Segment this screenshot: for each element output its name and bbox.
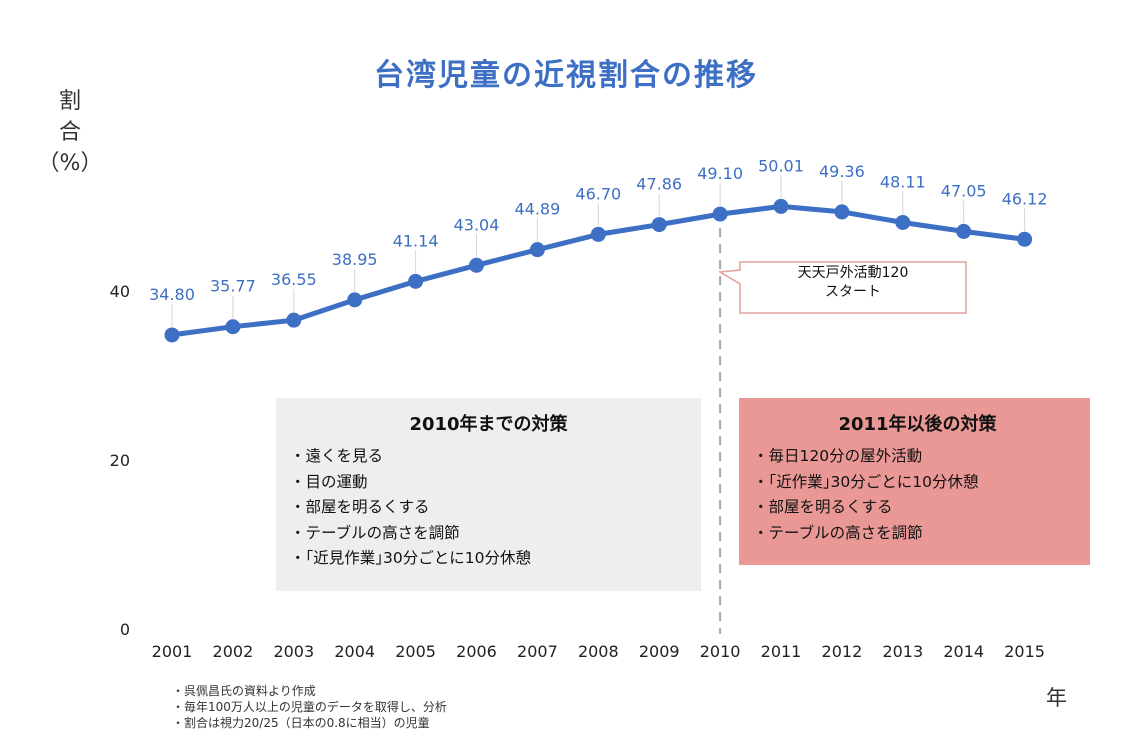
y-axis-label-part: 割 [58, 89, 81, 114]
data-label: 34.80 [149, 285, 195, 304]
data-label: 50.01 [758, 156, 804, 175]
callout-annotation: 天天戸外活動120 スタート [740, 264, 966, 302]
data-label: 38.95 [332, 250, 378, 269]
data-point [956, 223, 972, 239]
x-tick-label: 2009 [639, 642, 680, 661]
data-point [895, 214, 911, 230]
data-label: 44.89 [514, 200, 560, 219]
x-tick-label: 2005 [395, 642, 436, 661]
measures-before-title: 2010年までの対策 [409, 414, 568, 435]
measures-after-panel: 2011年以後の対策 ・毎日120分の屋外活動 ・｢近作業｣30分ごとに10分休… [739, 398, 1090, 565]
data-point [1017, 231, 1033, 247]
callout-box [717, 261, 967, 314]
x-tick-label: 2007 [517, 642, 558, 661]
data-label: 48.11 [880, 172, 926, 191]
data-point [712, 206, 728, 222]
data-label: 49.10 [697, 164, 743, 183]
data-label: 46.70 [575, 184, 621, 203]
data-point [469, 257, 484, 273]
x-axis-label: 年 [1046, 686, 1067, 710]
measures-after-item: ・部屋を明るくする [753, 498, 893, 516]
x-tick-label: 2001 [152, 642, 193, 661]
data-point [408, 273, 424, 289]
measures-after-title: 2011年以後の対策 [838, 414, 997, 435]
measures-after-item: ・毎日120分の屋外活動 [753, 447, 923, 465]
chart-title: 台湾児童の近視割合の推移 [374, 58, 758, 93]
callout-line: スタート [825, 284, 881, 300]
x-tick-label: 2011 [761, 642, 802, 661]
y-axis-label-part: 合 [58, 120, 81, 145]
measures-before-item: ・部屋を明るくする [290, 498, 430, 516]
x-tick-label: 2010 [700, 642, 741, 661]
x-tick-label: 2003 [273, 642, 314, 661]
measures-before-item: ・テーブルの高さを調節 [290, 523, 460, 542]
source-notes: ・呉佩昌氏の資料より作成 ・毎年100万人以上の児童のデータを取得し、分析 ・割… [172, 683, 447, 731]
data-label: 35.77 [210, 277, 256, 296]
data-point [286, 312, 302, 328]
measures-before-item: ・遠くを見る [290, 447, 384, 465]
measures-before-panel: 2010年までの対策 ・遠くを見る ・目の運動 ・部屋を明るくする ・テーブルの… [276, 398, 701, 591]
y-tick-label: 0 [120, 620, 130, 639]
x-tick-label: 2002 [213, 642, 254, 661]
data-point [773, 198, 789, 214]
data-label: 47.05 [941, 181, 987, 200]
data-point [347, 292, 363, 308]
x-tick-label: 2015 [1004, 642, 1045, 661]
y-tick-label: 40 [110, 282, 130, 301]
data-point [164, 327, 180, 343]
x-tick-label: 2014 [943, 642, 984, 661]
data-point [651, 217, 667, 233]
data-label: 46.12 [1002, 189, 1048, 208]
measures-before-item: ・目の運動 [290, 472, 368, 491]
y-axis-label: 割 合 （%） [30, 86, 110, 179]
data-point [529, 242, 545, 258]
data-label: 41.14 [393, 231, 439, 250]
data-point [225, 319, 241, 335]
source-note: ・割合は視力20/25（日本の0.8に相当）の児童 [172, 716, 430, 730]
x-tick-label: 2012 [822, 642, 863, 661]
data-point [590, 226, 606, 242]
x-tick-label: 2006 [456, 642, 497, 661]
data-label: 47.86 [636, 175, 682, 194]
source-note: ・毎年100万人以上の児童のデータを取得し、分析 [172, 700, 447, 714]
y-axis-label-part: （%） [37, 151, 103, 176]
measures-before-item: ・｢近見作業｣30分ごとに10分休憩 [290, 549, 531, 567]
data-point [834, 204, 850, 220]
data-label: 43.04 [454, 215, 500, 234]
data-label: 49.36 [819, 162, 865, 181]
callout-line: 天天戸外活動120 [797, 265, 909, 281]
y-tick-label: 20 [110, 451, 130, 470]
source-note: ・呉佩昌氏の資料より作成 [172, 684, 316, 698]
x-tick-label: 2008 [578, 642, 619, 661]
x-tick-label: 2004 [334, 642, 375, 661]
x-tick-label: 2013 [882, 642, 923, 661]
measures-after-item: ・｢近作業｣30分ごとに10分休憩 [753, 472, 979, 491]
measures-after-item: ・テーブルの高さを調節 [753, 523, 923, 542]
data-label: 36.55 [271, 270, 317, 289]
